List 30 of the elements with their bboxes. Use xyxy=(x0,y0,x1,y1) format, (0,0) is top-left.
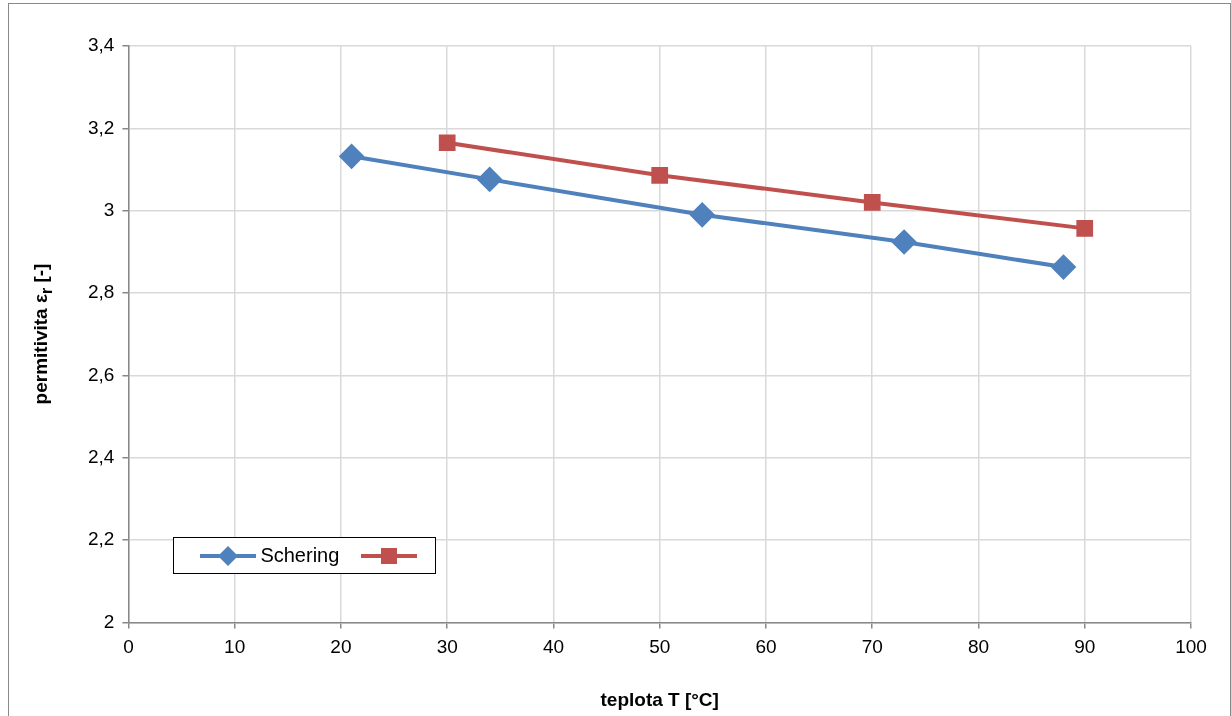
x-tick-label: 0 xyxy=(123,636,134,658)
x-tick-label: 80 xyxy=(967,636,990,658)
x-axis-title: teplota T [°C] xyxy=(600,688,719,710)
point xyxy=(863,194,881,211)
x-tick-label: 70 xyxy=(861,636,883,658)
y-tick-label: 2,8 xyxy=(87,281,115,303)
y-tick-label: 3 xyxy=(103,198,115,220)
y-tick-label: 3,4 xyxy=(87,34,115,56)
point xyxy=(339,144,364,169)
point xyxy=(892,229,917,254)
y-tick-label: 2,6 xyxy=(87,363,115,385)
x-tick-label: 90 xyxy=(1074,636,1096,658)
x-tick-label: 20 xyxy=(330,636,352,658)
y-tick-label: 2,2 xyxy=(87,528,115,550)
point xyxy=(1076,220,1094,237)
x-tick-label: 40 xyxy=(542,636,565,658)
point xyxy=(690,202,715,227)
y-tick-label: 2,4 xyxy=(87,445,115,467)
point xyxy=(477,167,502,192)
x-tick-label: 50 xyxy=(649,636,671,658)
point xyxy=(651,166,669,184)
x-tick-label: 60 xyxy=(755,636,777,658)
y-tick-label: 2 xyxy=(103,610,115,632)
point xyxy=(1051,255,1076,280)
x-tick-label: 30 xyxy=(436,636,458,658)
x-tick-label: 10 xyxy=(224,636,246,658)
legend-label: Schering xyxy=(260,544,340,568)
point xyxy=(438,134,456,152)
x-tick-label: 100 xyxy=(1175,636,1207,658)
y-tick-label: 3,2 xyxy=(87,116,115,138)
